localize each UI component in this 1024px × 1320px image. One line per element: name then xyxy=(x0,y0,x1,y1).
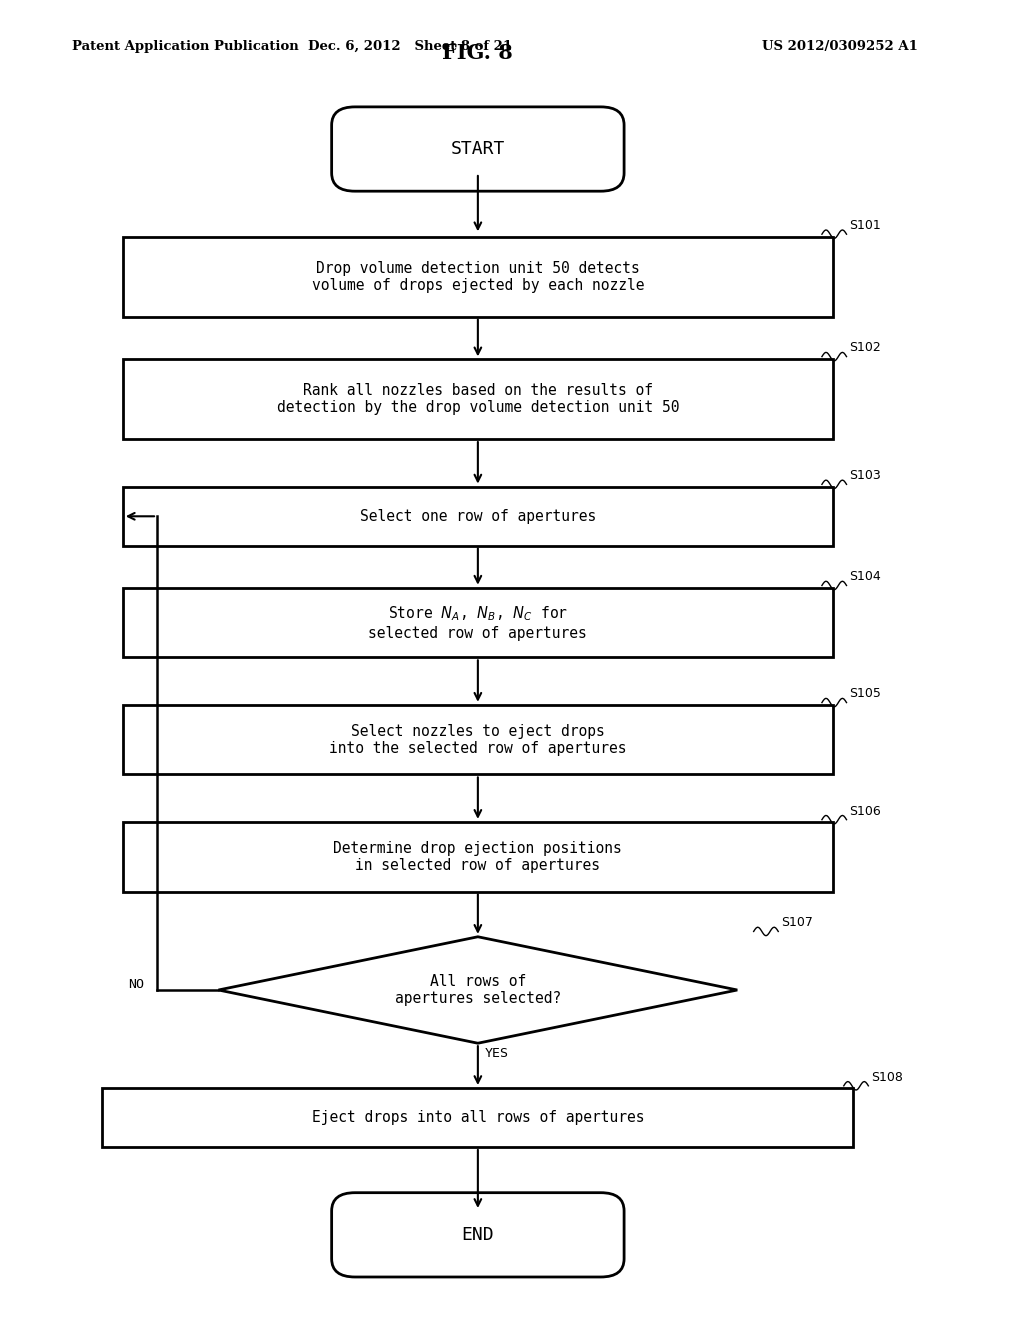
Text: S104: S104 xyxy=(849,570,881,583)
Text: S106: S106 xyxy=(849,805,881,817)
Bar xyxy=(123,822,833,891)
Text: S108: S108 xyxy=(871,1071,903,1084)
Text: S105: S105 xyxy=(849,688,881,701)
Text: NO: NO xyxy=(129,978,144,991)
Text: YES: YES xyxy=(484,1047,509,1060)
Text: Drop volume detection unit 50 detects
volume of drops ejected by each nozzle: Drop volume detection unit 50 detects vo… xyxy=(311,260,644,293)
Text: Select nozzles to eject drops
into the selected row of apertures: Select nozzles to eject drops into the s… xyxy=(329,723,627,756)
FancyBboxPatch shape xyxy=(332,107,624,191)
Text: All rows of
apertures selected?: All rows of apertures selected? xyxy=(394,974,561,1006)
Bar xyxy=(102,1089,853,1147)
Polygon shape xyxy=(218,937,737,1043)
Text: END: END xyxy=(462,1226,495,1243)
Text: Rank all nozzles based on the results of
detection by the drop volume detection : Rank all nozzles based on the results of… xyxy=(276,383,679,416)
Text: S101: S101 xyxy=(849,219,881,232)
Text: S107: S107 xyxy=(781,916,813,929)
Text: Determine drop ejection positions
in selected row of apertures: Determine drop ejection positions in sel… xyxy=(334,841,623,873)
Bar xyxy=(123,589,833,657)
Text: START: START xyxy=(451,140,505,158)
Text: FIG. 8: FIG. 8 xyxy=(442,44,513,63)
Text: S103: S103 xyxy=(849,469,881,482)
Text: Select one row of apertures: Select one row of apertures xyxy=(359,508,596,524)
Text: US 2012/0309252 A1: US 2012/0309252 A1 xyxy=(762,40,918,53)
Bar xyxy=(123,705,833,775)
Text: S102: S102 xyxy=(849,342,881,355)
Text: Eject drops into all rows of apertures: Eject drops into all rows of apertures xyxy=(311,1110,644,1125)
Bar xyxy=(123,236,833,317)
Bar xyxy=(123,359,833,440)
Text: Dec. 6, 2012   Sheet 8 of 21: Dec. 6, 2012 Sheet 8 of 21 xyxy=(307,40,512,53)
Text: Patent Application Publication: Patent Application Publication xyxy=(72,40,298,53)
FancyBboxPatch shape xyxy=(332,1193,624,1276)
Text: Store $N_A$, $N_B$, $N_C$ for
selected row of apertures: Store $N_A$, $N_B$, $N_C$ for selected r… xyxy=(369,605,587,640)
Bar xyxy=(123,487,833,545)
